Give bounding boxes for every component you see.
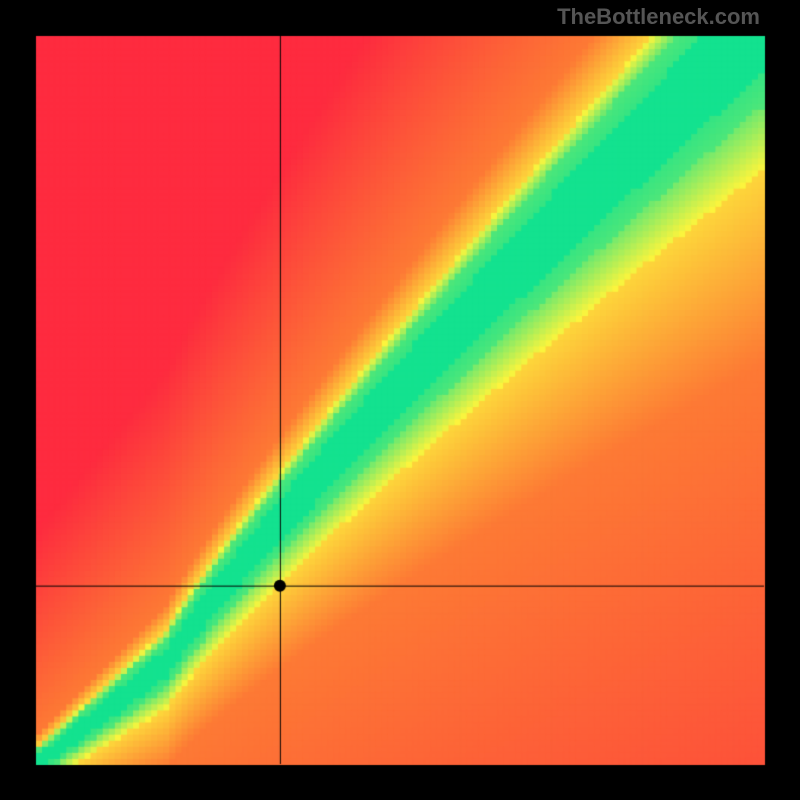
- bottleneck-heatmap: [0, 0, 800, 800]
- watermark-text: TheBottleneck.com: [557, 4, 760, 30]
